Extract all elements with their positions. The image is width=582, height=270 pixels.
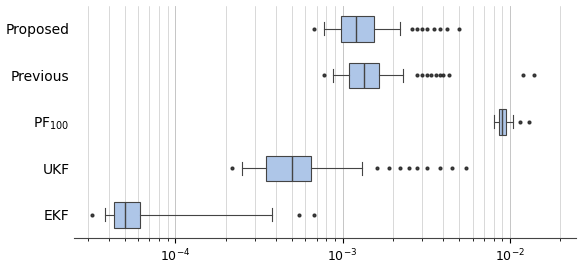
- PathPatch shape: [114, 202, 140, 228]
- PathPatch shape: [349, 63, 379, 88]
- PathPatch shape: [499, 109, 506, 135]
- PathPatch shape: [341, 16, 374, 42]
- PathPatch shape: [266, 156, 311, 181]
